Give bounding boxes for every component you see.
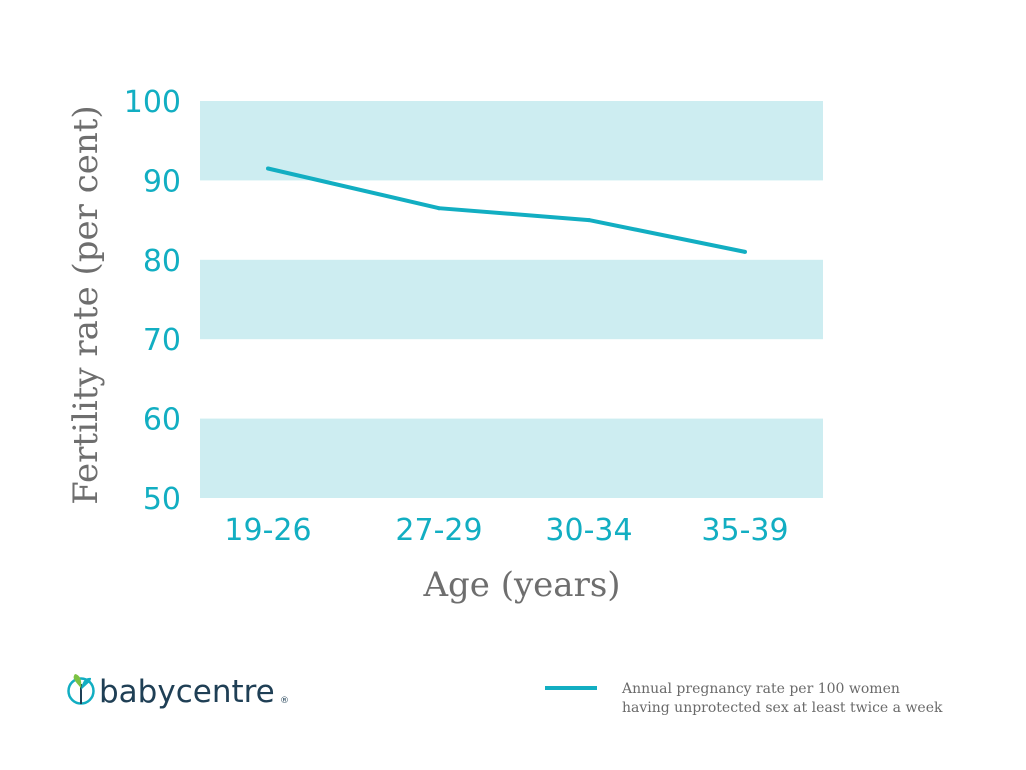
legend-label-line2: having unprotected sex at least twice a … [622,700,943,716]
registered-mark: ® [280,696,289,706]
y-tick-label: 100 [124,85,181,120]
x-tick-label: 27-29 [395,513,482,548]
y-axis-title: Fertility rate (per cent) [66,105,106,504]
data-point [266,166,270,171]
x-axis-title: Age (years) [422,565,620,605]
x-tick-label: 35-39 [701,513,788,548]
x-tick-label: 19-26 [224,513,311,548]
y-tick-label: 90 [143,164,181,199]
legend-label-line1: Annual pregnancy rate per 100 women [621,681,900,697]
legend: Annual pregnancy rate per 100 women havi… [545,681,943,716]
data-point [437,206,441,211]
grid-band [200,259,823,340]
sprout-icon [67,674,95,705]
y-tick-label: 60 [143,403,181,438]
x-axis-ticks: 19-26 27-29 30-34 35-39 [224,513,788,548]
y-tick-label: 70 [143,323,181,358]
series-line [267,166,746,254]
x-tick-label: 30-34 [545,513,632,548]
y-tick-label: 50 [143,482,181,517]
data-point [587,218,591,223]
babycentre-logo: babycentre ® [67,674,289,710]
series-layer [266,166,747,254]
brand-name: babycentre [99,674,275,710]
data-point [743,249,747,254]
y-axis-ticks: 100 90 80 70 60 50 [124,85,181,517]
grid-band [200,418,823,498]
y-tick-label: 80 [143,244,181,279]
grid-bands [200,101,823,498]
grid-band [200,101,823,181]
